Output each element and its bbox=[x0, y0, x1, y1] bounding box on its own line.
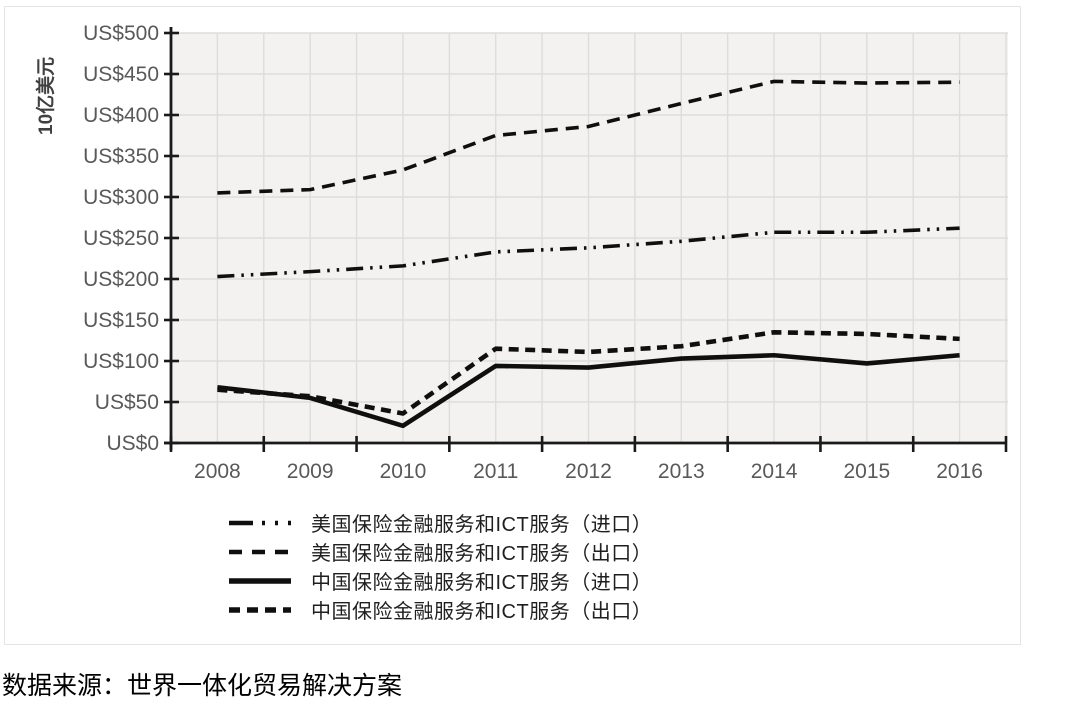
x-tick-label: 2008 bbox=[194, 460, 241, 483]
legend-line-solid bbox=[229, 577, 291, 584]
legend-item: 中国保险金融服务和ICT服务（进口） bbox=[228, 566, 652, 595]
x-tick-label: 2014 bbox=[751, 460, 798, 483]
x-tick-label: 2016 bbox=[936, 460, 983, 483]
legend-line-short-dash bbox=[229, 606, 291, 613]
line-chart: US$0 US$50 US$100 US$150 US$200 US$250 US$300 U… bbox=[34, 22, 1008, 483]
legend-item: 美国保险金融服务和ICT服务（出口） bbox=[228, 537, 652, 566]
legend-label: 美国保险金融服务和ICT服务（出口） bbox=[311, 543, 653, 565]
x-tick-label: 2015 bbox=[843, 460, 890, 483]
legend-item: 美国保险金融服务和ICT服务（进口） bbox=[228, 508, 652, 537]
legend-label: 美国保险金融服务和ICT服务（进口） bbox=[311, 514, 653, 536]
x-tick-label: 2011 bbox=[473, 460, 518, 483]
y-axis-title: 10亿美元 bbox=[34, 57, 57, 135]
legend-item: 中国保险金融服务和ICT服务（出口） bbox=[228, 595, 652, 624]
legend-label: 中国保险金融服务和ICT服务（进口） bbox=[311, 572, 653, 594]
legend-label: 中国保险金融服务和ICT服务（出口） bbox=[311, 601, 653, 623]
y-tick-label: US$0 bbox=[106, 432, 159, 455]
x-tick-label: 2013 bbox=[658, 460, 705, 483]
y-tick-label: US$450 bbox=[83, 63, 159, 86]
legend-line-dash-dot-dot bbox=[229, 520, 291, 525]
y-tick-label: US$350 bbox=[83, 145, 159, 168]
legend-line-dashed bbox=[229, 549, 291, 554]
x-tick-label: 2010 bbox=[380, 460, 427, 483]
y-tick-label: US$150 bbox=[83, 309, 159, 332]
chart-legend: 美国保险金融服务和ICT服务（进口） 美国保险金融服务和ICT服务（出口） 中国… bbox=[228, 508, 652, 624]
x-tick-label: 2009 bbox=[287, 460, 334, 483]
y-tick-label: US$500 bbox=[83, 22, 159, 45]
y-tick-label: US$100 bbox=[83, 350, 159, 373]
series-line-3 bbox=[217, 329, 960, 416]
series-line-2 bbox=[217, 352, 960, 429]
series-line-1 bbox=[217, 79, 960, 195]
y-tick-label: US$300 bbox=[83, 186, 159, 209]
y-tick-label: US$400 bbox=[83, 104, 159, 127]
x-tick-label: 2012 bbox=[565, 460, 612, 483]
y-tick-label: US$200 bbox=[83, 268, 159, 291]
y-tick-label: US$250 bbox=[83, 227, 159, 250]
y-tick-label: US$50 bbox=[95, 391, 159, 414]
data-source-note: 数据来源：世界一体化贸易解决方案 bbox=[2, 673, 403, 700]
